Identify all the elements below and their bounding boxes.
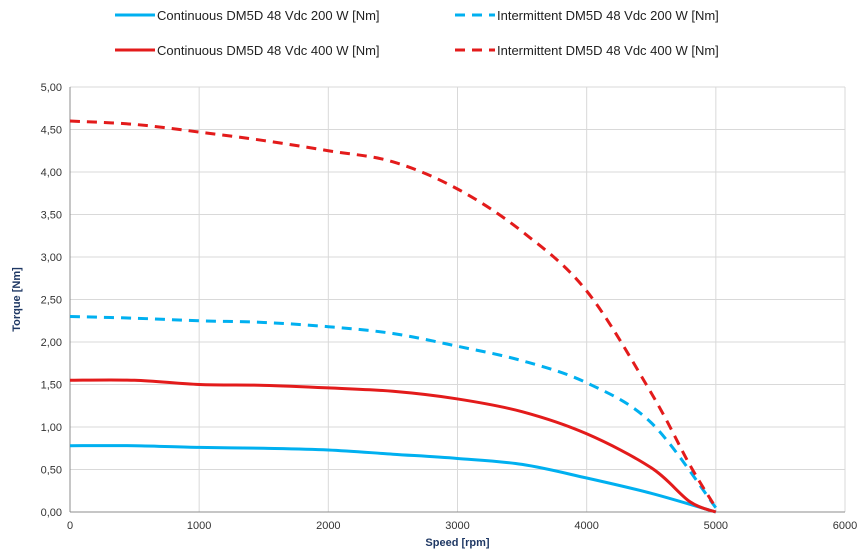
- y-tick-label: 4,00: [41, 167, 62, 179]
- y-tick-label: 3,50: [41, 210, 62, 222]
- series-group: [69, 119, 718, 514]
- series-line-3: [69, 378, 717, 514]
- y-tick-label: 2,00: [41, 337, 62, 349]
- y-tick-label: 5,00: [41, 82, 62, 94]
- y-tick-label: 2,50: [41, 295, 62, 307]
- y-tick-label: 3,00: [41, 252, 62, 264]
- y-tick-label: 4,50: [41, 125, 62, 137]
- x-tick-label: 0: [67, 520, 73, 532]
- x-tick-label: 5000: [704, 520, 728, 532]
- x-tick-label: 6000: [833, 520, 857, 532]
- x-tick-label: 3000: [445, 520, 469, 532]
- x-axis-title: Speed [rpm]: [425, 537, 490, 549]
- y-tick-label: 1,50: [41, 380, 62, 392]
- y-tick-label: 0,50: [41, 465, 62, 477]
- series-line-1: [69, 444, 717, 514]
- series-line-2: [69, 315, 718, 509]
- x-tick-label: 2000: [316, 520, 340, 532]
- legend: Continuous DM5D 48 Vdc 200 W [Nm] Intermi…: [115, 8, 719, 58]
- x-tick-label: 4000: [574, 520, 598, 532]
- legend-label-1: Continuous DM5D 48 Vdc 200 W [Nm]: [157, 8, 380, 23]
- y-axis-title: Torque [Nm]: [11, 267, 23, 332]
- tick-labels: 0 1000 2000 3000 4000 5000 6000 0,00 0,50 1,00 1,5…: [41, 82, 858, 532]
- series-line-4: [69, 119, 718, 509]
- x-tick-label: 1000: [187, 520, 211, 532]
- legend-label-4: Intermittent DM5D 48 Vdc 400 W [Nm]: [497, 43, 719, 58]
- y-tick-label: 1,00: [41, 422, 62, 434]
- legend-label-2: Intermittent DM5D 48 Vdc 200 W [Nm]: [497, 8, 719, 23]
- legend-label-3: Continuous DM5D 48 Vdc 400 W [Nm]: [157, 43, 380, 58]
- y-tick-label: 0,00: [41, 507, 62, 519]
